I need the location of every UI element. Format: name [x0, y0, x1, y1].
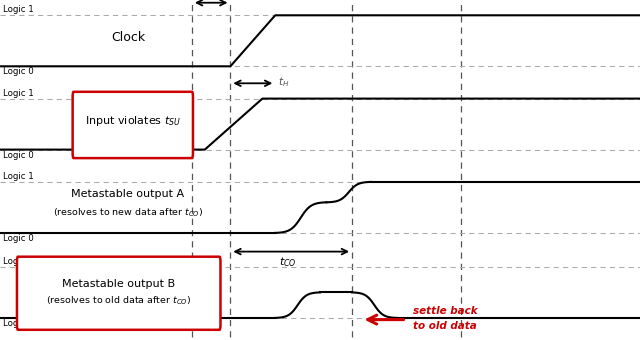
- Text: $t_{CO}$: $t_{CO}$: [279, 256, 297, 270]
- Text: (resolves to new data after $t_{CO}$): (resolves to new data after $t_{CO}$): [53, 206, 203, 219]
- FancyBboxPatch shape: [17, 257, 220, 330]
- Text: to old data: to old data: [413, 321, 477, 332]
- Text: (resolves to old data after $t_{CO}$): (resolves to old data after $t_{CO}$): [46, 295, 191, 307]
- Text: $t_{SU}$: $t_{SU}$: [203, 0, 220, 1]
- FancyBboxPatch shape: [73, 92, 193, 158]
- Text: Logic 1: Logic 1: [3, 257, 34, 266]
- Text: Logic 1: Logic 1: [3, 5, 34, 14]
- Text: Logic 0: Logic 0: [3, 67, 34, 76]
- Text: Input violates $t_{SU}$: Input violates $t_{SU}$: [84, 114, 181, 129]
- Text: Logic 0: Logic 0: [3, 151, 34, 159]
- Text: Logic 1: Logic 1: [3, 89, 34, 98]
- Text: settle back: settle back: [413, 306, 477, 316]
- Text: Clock: Clock: [111, 31, 145, 44]
- Text: Metastable output A: Metastable output A: [72, 189, 184, 200]
- Text: $t_{H}$: $t_{H}$: [278, 75, 290, 88]
- Text: Metastable output B: Metastable output B: [62, 279, 175, 289]
- Text: Logic 1: Logic 1: [3, 172, 34, 181]
- Text: Logic 0: Logic 0: [3, 234, 34, 243]
- Text: Logic 0: Logic 0: [3, 319, 34, 328]
